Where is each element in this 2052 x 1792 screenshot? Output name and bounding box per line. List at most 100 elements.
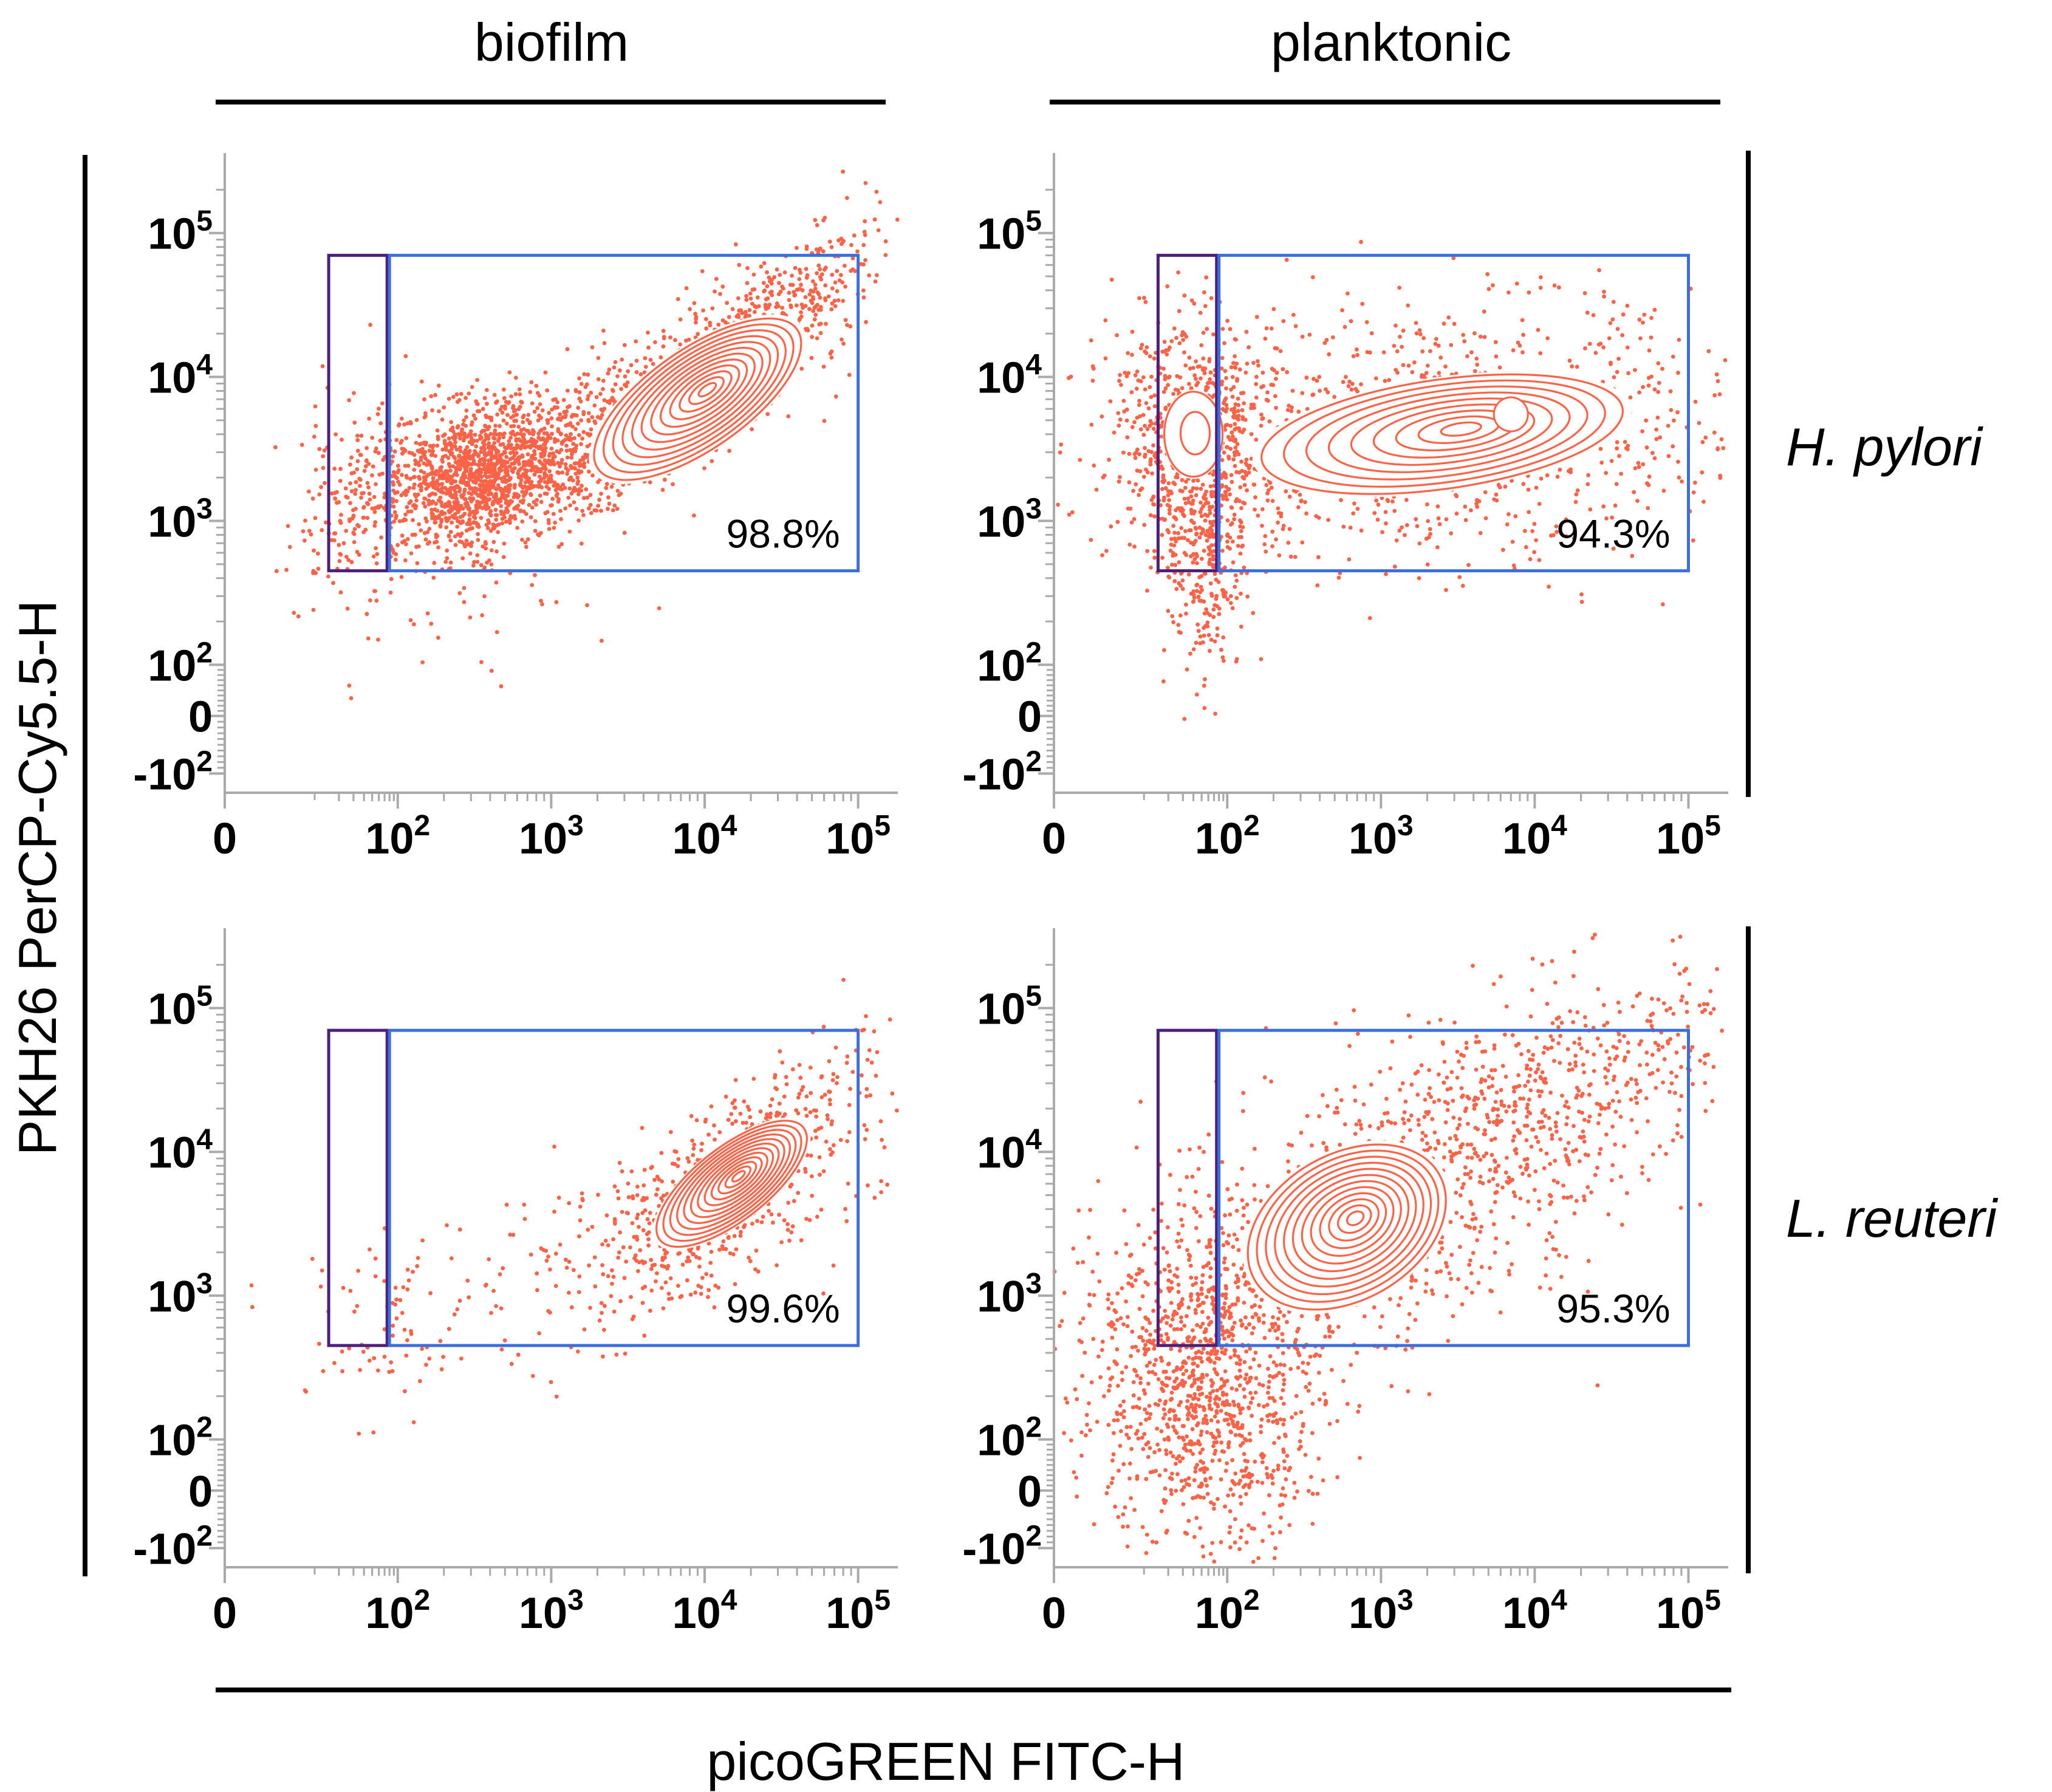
event-dot — [1234, 361, 1239, 366]
event-dot — [1142, 295, 1146, 300]
event-dot — [1220, 549, 1225, 553]
event-dot — [402, 422, 407, 427]
event-dot — [1142, 522, 1147, 527]
event-dot — [1214, 593, 1219, 598]
event-dot — [1367, 616, 1372, 620]
event-dot — [748, 296, 753, 301]
event-dot — [1640, 429, 1645, 434]
event-dot — [1646, 383, 1651, 388]
event-dot — [548, 474, 553, 479]
event-dot — [492, 392, 497, 397]
event-dot — [1475, 363, 1480, 367]
event-dot — [1236, 544, 1240, 548]
event-dot — [471, 496, 476, 501]
event-dot — [574, 461, 579, 465]
event-dot — [556, 499, 561, 504]
event-dot — [476, 477, 480, 482]
event-dot — [1472, 331, 1477, 336]
event-dot — [1701, 499, 1706, 504]
event-dot — [525, 537, 530, 542]
event-dot — [1327, 352, 1332, 357]
event-dot — [589, 427, 593, 432]
event-dot — [313, 423, 318, 428]
event-dot — [394, 438, 399, 442]
event-dot — [391, 454, 395, 459]
event-dot — [444, 525, 449, 530]
event-dot — [437, 383, 441, 388]
event-dot — [835, 1075, 840, 1079]
event-dot — [438, 524, 443, 529]
event-dot — [527, 502, 532, 507]
event-dot — [375, 552, 380, 556]
event-dot — [1209, 563, 1214, 567]
event-dot — [425, 459, 430, 463]
event-dot — [1325, 390, 1330, 395]
event-dot — [1380, 496, 1384, 501]
event-dot — [378, 421, 383, 426]
event-dot — [457, 453, 462, 458]
event-dot — [515, 525, 519, 530]
event-dot — [521, 420, 525, 425]
event-dot — [1625, 304, 1630, 308]
event-dot — [1355, 347, 1359, 352]
event-dot — [504, 422, 509, 426]
event-dot — [1148, 459, 1153, 464]
event-dot — [414, 498, 419, 503]
event-dot — [1211, 615, 1216, 619]
event-dot — [338, 552, 342, 556]
event-dot — [1234, 337, 1238, 342]
event-dot — [548, 436, 553, 440]
event-dot — [1195, 622, 1200, 627]
event-dot — [833, 394, 838, 399]
event-dot — [453, 490, 458, 494]
event-dot — [1511, 348, 1516, 352]
event-dot — [436, 635, 440, 640]
event-dot — [485, 466, 489, 471]
event-dot — [391, 548, 395, 553]
event-dot — [1203, 388, 1208, 392]
event-dot — [602, 341, 607, 346]
event-dot — [586, 372, 590, 377]
event-dot — [1166, 347, 1171, 352]
event-dot — [338, 479, 343, 484]
event-dot — [482, 467, 486, 471]
event-dot — [850, 267, 855, 272]
event-dot — [292, 610, 296, 615]
event-dot — [1243, 371, 1248, 375]
event-dot — [1269, 485, 1274, 490]
event-dot — [733, 242, 738, 247]
event-dot — [470, 510, 475, 515]
event-dot — [1344, 375, 1348, 379]
event-dot — [592, 403, 597, 408]
event-dot — [589, 511, 593, 515]
event-dot — [520, 490, 525, 494]
event-dot — [662, 335, 666, 339]
event-dot — [761, 281, 766, 286]
event-dot — [1231, 385, 1236, 389]
event-dot — [606, 495, 610, 500]
event-dot — [502, 431, 507, 436]
event-dot — [1224, 376, 1228, 380]
event-dot — [364, 446, 369, 450]
event-dot — [1437, 371, 1442, 375]
event-dot — [1198, 310, 1203, 315]
event-dot — [1383, 510, 1388, 515]
event-dot — [1205, 529, 1210, 534]
event-dot — [1609, 459, 1614, 463]
event-dot — [504, 466, 509, 470]
event-dot — [863, 258, 867, 262]
event-dot — [1184, 602, 1188, 607]
event-dot — [371, 554, 376, 559]
event-dot — [423, 442, 428, 447]
event-dot — [600, 408, 605, 413]
event-dot — [615, 488, 620, 493]
event-dot — [1199, 487, 1203, 491]
event-dot — [502, 474, 507, 479]
event-dot — [1231, 438, 1236, 443]
event-dot — [1401, 328, 1406, 333]
event-dot — [1126, 351, 1130, 355]
event-dot — [1215, 633, 1220, 638]
event-dot — [1288, 554, 1293, 559]
event-dot — [414, 418, 419, 422]
event-dot — [303, 518, 307, 523]
